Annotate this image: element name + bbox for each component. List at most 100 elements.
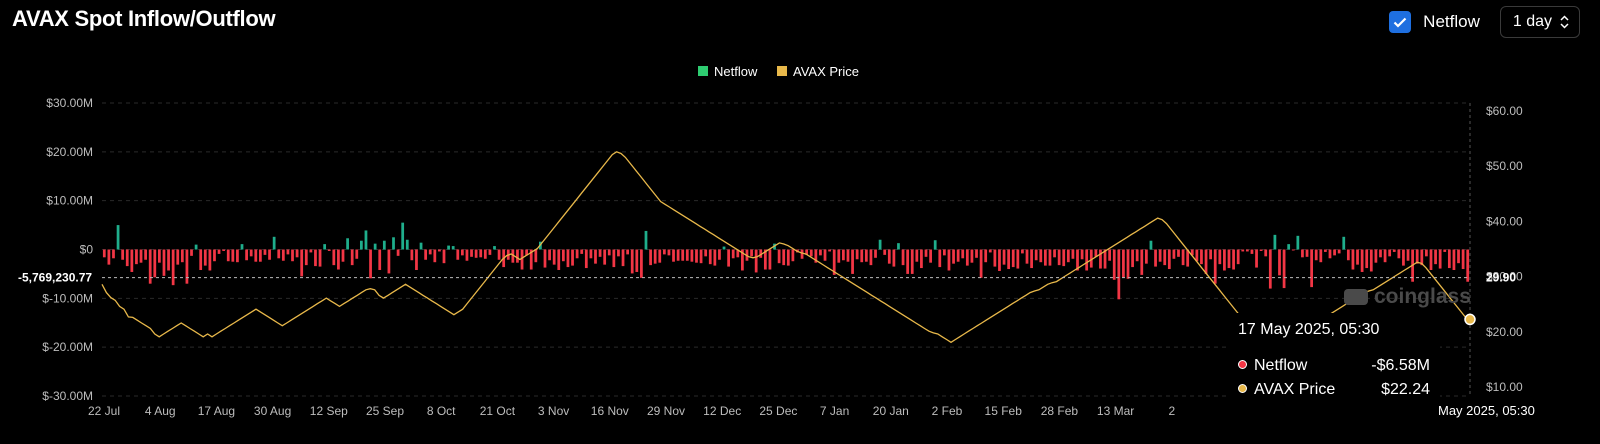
netflow-bar	[965, 249, 969, 266]
netflow-bar	[649, 249, 652, 266]
netflow-bar	[291, 249, 294, 262]
netflow-bar	[213, 249, 216, 262]
legend-netflow-swatch	[698, 66, 708, 76]
x-tick-label: 13 Mar	[1097, 404, 1134, 418]
netflow-bar	[1360, 249, 1364, 272]
netflow-bar	[1301, 249, 1304, 258]
check-icon	[1393, 17, 1407, 28]
netflow-bar	[116, 225, 120, 250]
netflow-bar	[557, 249, 561, 271]
netflow-bar	[897, 243, 900, 250]
netflow-bar	[910, 249, 914, 274]
netflow-bar	[1457, 249, 1460, 264]
x-tick-label: 2	[1168, 404, 1175, 418]
y-left-tick-label: $20.00M	[46, 145, 93, 159]
netflow-bar	[199, 249, 203, 271]
netflow-bar	[869, 249, 873, 266]
netflow-bar	[1324, 249, 1327, 252]
crosshair-right-label: 29.90	[1486, 271, 1516, 285]
netflow-bar	[878, 239, 882, 250]
netflow-bar	[153, 249, 157, 278]
netflow-bar	[1085, 249, 1089, 271]
netflow-bar	[148, 249, 152, 284]
netflow-bar	[1117, 249, 1121, 300]
netflow-bar	[1181, 249, 1185, 266]
netflow-checkbox[interactable]	[1389, 11, 1412, 33]
netflow-dot-icon	[1238, 360, 1247, 369]
netflow-bar	[667, 249, 671, 256]
netflow-bar	[1213, 249, 1217, 284]
netflow-bar	[828, 249, 831, 252]
netflow-bar	[851, 249, 854, 274]
netflow-bar	[1167, 249, 1171, 270]
netflow-bar	[1108, 249, 1112, 261]
netflow-bar	[695, 249, 698, 263]
netflow-bar	[1241, 249, 1245, 252]
netflow-bar	[952, 249, 955, 264]
netflow-bar	[249, 249, 253, 257]
period-select[interactable]: 1 day	[1499, 6, 1580, 38]
netflow-bar	[938, 249, 942, 268]
netflow-bar	[883, 249, 887, 255]
netflow-bar	[332, 249, 336, 266]
y-left-tick-label: $-20.00M	[42, 340, 93, 354]
y-left-tick-label: $0	[80, 243, 94, 257]
tooltip-row-price: AVAX Price $22.24	[1238, 381, 1430, 399]
netflow-bar	[1099, 249, 1102, 269]
netflow-bar	[135, 249, 138, 265]
netflow-bar	[1057, 249, 1061, 266]
price-dot-icon	[1238, 384, 1247, 393]
netflow-bar	[635, 249, 639, 272]
netflow-bar	[750, 249, 753, 257]
netflow-bar	[139, 249, 143, 263]
netflow-bar	[318, 249, 322, 267]
netflow-bar	[832, 249, 836, 275]
netflow-bar	[460, 249, 464, 256]
netflow-bar	[736, 249, 740, 258]
x-tick-label: 12 Dec	[703, 404, 741, 418]
netflow-bar	[612, 249, 616, 268]
netflow-bar	[1402, 249, 1405, 266]
netflow-bar	[1200, 249, 1203, 265]
y-left-tick-label: $30.00M	[46, 96, 93, 110]
price-marker	[1464, 313, 1476, 326]
netflow-bar	[942, 249, 946, 256]
y-left-tick-label: $10.00M	[46, 194, 93, 208]
netflow-bar	[704, 249, 708, 257]
header-controls: Netflow 1 day	[1389, 6, 1580, 38]
netflow-bar	[268, 249, 271, 260]
netflow-bar	[814, 249, 818, 263]
tooltip-netflow-label: Netflow	[1254, 357, 1308, 374]
netflow-bar	[929, 249, 932, 263]
netflow-bar	[1434, 249, 1437, 265]
netflow-checkbox-label[interactable]: Netflow	[1423, 12, 1480, 31]
netflow-bar	[1452, 249, 1456, 271]
netflow-bar	[722, 246, 726, 250]
netflow-bar	[791, 249, 795, 262]
netflow-bar	[727, 249, 730, 267]
netflow-bar	[1314, 249, 1318, 261]
netflow-bar	[1420, 249, 1424, 266]
netflow-bar	[1342, 236, 1346, 250]
netflow-bar	[1209, 249, 1213, 260]
netflow-bar	[474, 249, 478, 258]
netflow-bar	[240, 244, 244, 250]
x-tick-label: 15 Feb	[985, 404, 1023, 418]
x-tick-label: 25 Dec	[759, 404, 797, 418]
netflow-bar	[906, 249, 910, 274]
watermark-text: coinglass	[1374, 285, 1471, 308]
crosshair-left-label: -5,769,230.77	[18, 271, 92, 285]
netflow-bar	[1076, 249, 1079, 271]
netflow-bar	[1103, 249, 1107, 269]
tooltip-price-value: $22.24	[1381, 381, 1430, 398]
chart-tooltip: 17 May 2025, 05:30 Netflow -$6.58M AVAX …	[1226, 313, 1440, 405]
netflow-bar	[1062, 249, 1066, 267]
netflow-bar	[1140, 249, 1144, 275]
netflow-bar	[1369, 249, 1373, 272]
netflow-bar	[130, 249, 134, 272]
netflow-bar	[300, 249, 304, 277]
netflow-bar	[763, 249, 767, 270]
netflow-bar	[1122, 249, 1125, 278]
netflow-bar	[924, 249, 928, 257]
netflow-bar	[1425, 249, 1428, 257]
